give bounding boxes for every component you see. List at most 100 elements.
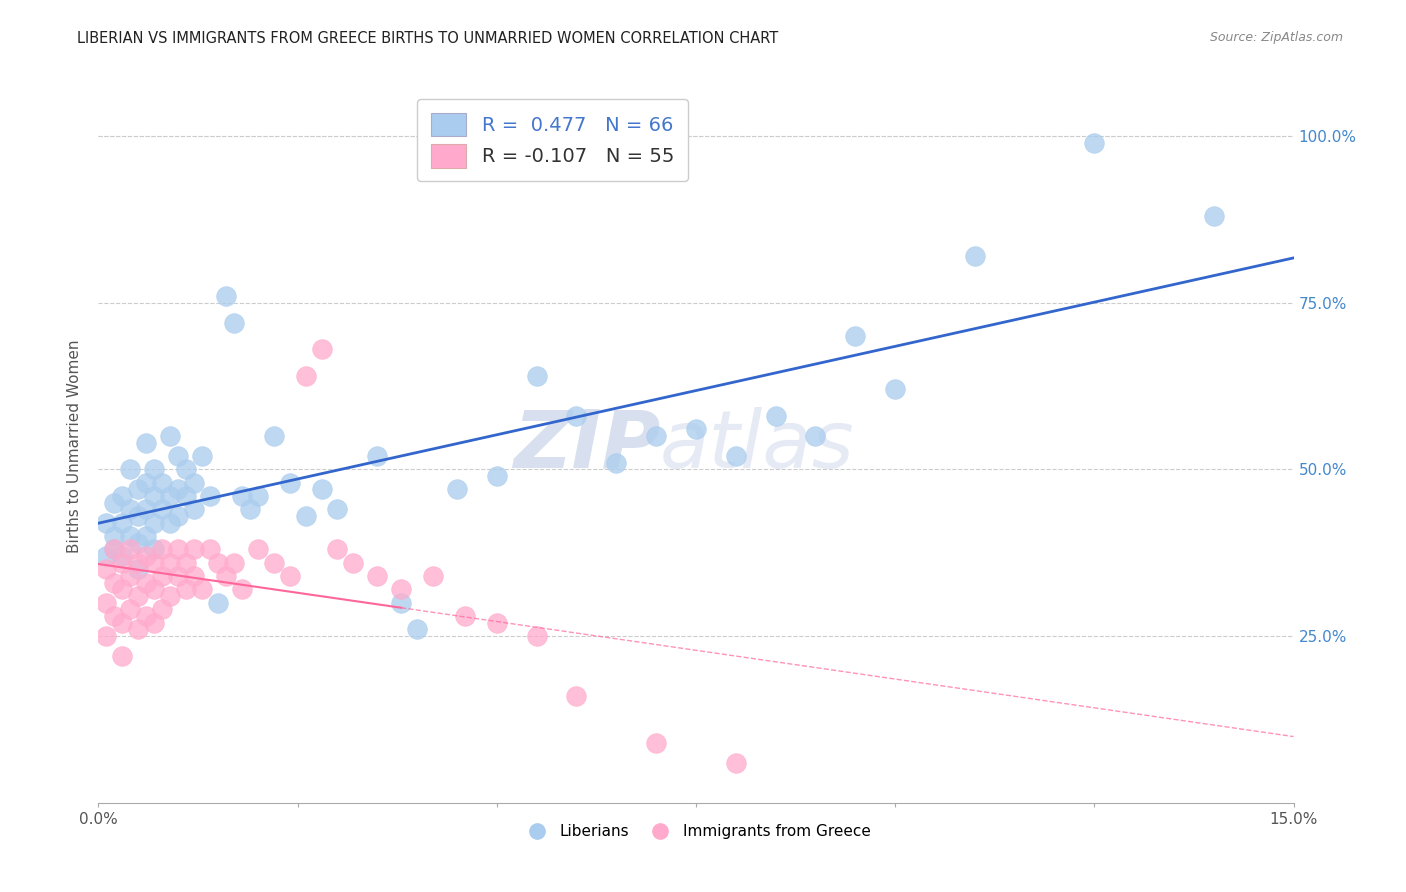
Point [111,582,134,597]
Point [127,556,149,570]
Point [1083,136,1105,150]
Point [191,582,214,597]
Point [159,429,181,443]
Point [645,429,668,443]
Point [103,609,125,624]
Point [127,483,149,497]
Point [120,569,142,583]
Point [174,582,197,597]
Point [605,456,627,470]
Point [135,529,157,543]
Point [150,502,173,516]
Point [174,462,197,476]
Point [120,529,142,543]
Point [135,502,157,516]
Point [311,483,333,497]
Point [446,483,468,497]
Text: atlas: atlas [661,407,855,485]
Point [143,542,166,557]
Point [127,562,149,576]
Point [143,615,166,630]
Point [231,582,253,597]
Point [120,502,142,516]
Point [326,542,349,557]
Point [150,475,173,490]
Point [143,582,166,597]
Point [111,549,134,563]
Point [96,596,118,610]
Point [135,575,157,590]
Point [143,516,166,530]
Point [120,602,142,616]
Point [159,556,181,570]
Point [159,489,181,503]
Point [485,615,508,630]
Legend: Liberians, Immigrants from Greece: Liberians, Immigrants from Greece [515,818,877,845]
Text: ZIP: ZIP [513,407,661,485]
Point [278,569,301,583]
Point [724,449,747,463]
Point [167,449,190,463]
Point [724,756,747,770]
Point [174,556,197,570]
Point [103,542,125,557]
Text: LIBERIAN VS IMMIGRANTS FROM GREECE BIRTHS TO UNMARRIED WOMEN CORRELATION CHART: LIBERIAN VS IMMIGRANTS FROM GREECE BIRTH… [77,31,779,46]
Point [844,329,866,343]
Point [207,596,229,610]
Point [342,556,364,570]
Point [143,556,166,570]
Point [135,435,157,450]
Point [526,629,548,643]
Point [485,469,508,483]
Point [246,542,269,557]
Point [222,316,245,330]
Point [294,368,316,383]
Point [311,343,333,357]
Point [565,689,588,703]
Point [884,382,907,396]
Point [422,569,444,583]
Point [167,569,190,583]
Point [198,489,221,503]
Point [120,542,142,557]
Point [111,556,134,570]
Point [127,589,149,603]
Point [103,529,125,543]
Point [135,549,157,563]
Point [111,615,134,630]
Point [150,542,173,557]
Point [135,609,157,624]
Point [263,556,285,570]
Point [804,429,827,443]
Point [263,429,285,443]
Point [645,736,668,750]
Point [167,542,190,557]
Point [111,516,134,530]
Point [96,629,118,643]
Point [174,489,197,503]
Point [96,516,118,530]
Point [963,249,986,263]
Point [111,489,134,503]
Point [1202,209,1225,223]
Point [159,589,181,603]
Point [96,562,118,576]
Point [685,422,707,436]
Point [454,609,477,624]
Point [366,569,388,583]
Point [120,462,142,476]
Point [207,556,229,570]
Point [143,489,166,503]
Point [135,475,157,490]
Point [167,483,190,497]
Point [765,409,787,423]
Point [96,549,118,563]
Point [239,502,262,516]
Point [191,449,214,463]
Point [215,569,238,583]
Point [326,502,349,516]
Point [143,462,166,476]
Point [183,475,205,490]
Point [215,289,238,303]
Point [389,582,412,597]
